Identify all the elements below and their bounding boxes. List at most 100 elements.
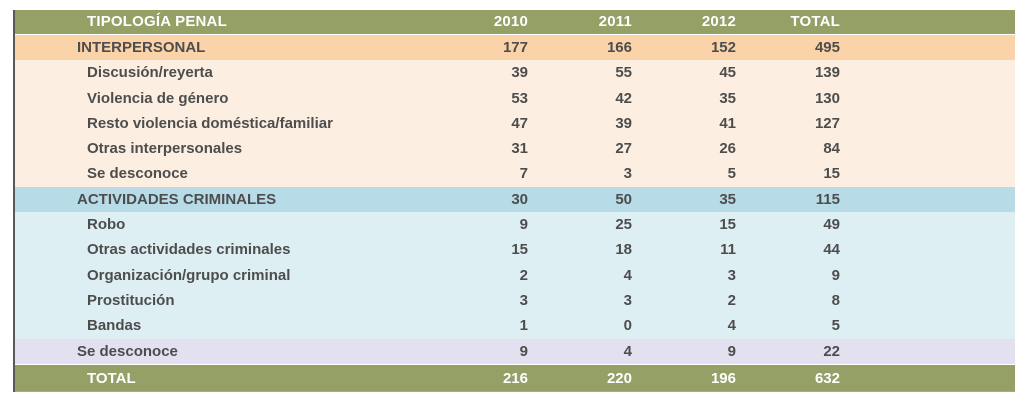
table-row: TOTAL 216 220 196 632: [14, 364, 1015, 392]
row-filler: [842, 34, 1015, 60]
cell-total: 9: [831, 266, 840, 284]
row-filler: [842, 365, 1015, 392]
cell-2010: 47: [511, 114, 528, 132]
cell-2012: 35: [719, 190, 736, 208]
cell-2012: 26: [719, 140, 736, 158]
cell-2012: 41: [719, 114, 736, 132]
cell-2011: 166: [606, 38, 632, 56]
row-label: Violencia de género: [87, 89, 229, 107]
cell-2011: 39: [615, 114, 632, 132]
column-header-tipologia-penal: TIPOLOGÍA PENAL: [87, 13, 227, 31]
row-label: ACTIVIDADES CRIMINALES: [77, 190, 277, 208]
cell-2012: 35: [719, 89, 736, 107]
row-filler: [842, 288, 1015, 313]
table-header-row: TIPOLOGÍA PENAL 2010 2011 2012 TOTAL: [14, 10, 1015, 34]
cell-2010: 31: [511, 140, 528, 158]
row-filler: [842, 136, 1015, 161]
table-row: Otras interpersonales 31 27 26 84: [14, 136, 1015, 162]
row-label: Bandas: [87, 317, 142, 335]
cell-2011: 27: [615, 140, 632, 158]
cell-total: 139: [814, 64, 840, 82]
header-filler: [842, 10, 1015, 34]
cell-2012: 5: [727, 165, 736, 183]
row-label: Resto violencia doméstica/familiar: [87, 114, 333, 132]
table-row: Bandas 1 0 4 5: [14, 313, 1015, 339]
row-label: Se desconoce: [77, 342, 178, 360]
row-label: Se desconoce: [87, 165, 188, 183]
cell-2011: 3: [623, 292, 632, 310]
cell-total: 5: [831, 317, 840, 335]
row-filler: [842, 187, 1015, 212]
row-filler: [842, 161, 1015, 186]
row-filler: [842, 85, 1015, 110]
row-label: Otras interpersonales: [87, 140, 243, 158]
cell-total: 84: [823, 140, 840, 158]
table-row: Otras actividades criminales 15 18 11 44: [14, 237, 1015, 263]
table-row: Violencia de género 53 42 35 130: [14, 85, 1015, 111]
cell-2010: 9: [519, 216, 528, 234]
table-row: Organización/grupo criminal 2 4 3 9: [14, 262, 1015, 288]
cell-total: 49: [823, 216, 840, 234]
row-label: Discusión/reyerta: [87, 64, 213, 82]
cell-2011: 220: [606, 369, 632, 387]
cell-2010: 15: [511, 241, 528, 259]
table-row: Resto violencia doméstica/familiar 47 39 41…: [14, 110, 1015, 136]
cell-2010: 53: [511, 89, 528, 107]
table-row: Se desconoce 9 4 9 22: [14, 338, 1015, 365]
cell-2010: 1: [519, 317, 528, 335]
cell-2010: 2: [519, 266, 528, 284]
cell-2012: 11: [720, 241, 736, 259]
cell-2012: 152: [710, 38, 736, 56]
row-label: Otras actividades criminales: [87, 241, 291, 259]
cell-2012: 45: [719, 64, 736, 82]
cell-total: 22: [823, 342, 840, 360]
cell-total: 127: [814, 114, 840, 132]
table-row: Discusión/reyerta 39 55 45 139: [14, 60, 1015, 86]
row-label: Robo: [87, 216, 126, 234]
cell-2010: 216: [502, 369, 528, 387]
row-filler: [842, 212, 1015, 237]
cell-2011: 55: [615, 64, 632, 82]
cell-2011: 50: [615, 190, 632, 208]
cell-2011: 42: [615, 89, 632, 107]
cell-2012: 196: [710, 369, 736, 387]
cell-2012: 4: [727, 317, 736, 335]
row-filler: [842, 60, 1015, 85]
table-row: INTERPERSONAL 177 166 152 495: [14, 34, 1015, 61]
cell-2012: 15: [719, 216, 736, 234]
cell-2012: 9: [727, 342, 736, 360]
crime-typology-table: TIPOLOGÍA PENAL 2010 2011 2012 TOTAL INT…: [13, 10, 1015, 392]
cell-2010: 3: [519, 292, 528, 310]
cell-2012: 3: [727, 266, 736, 284]
cell-2010: 9: [519, 342, 528, 360]
cell-2010: 39: [511, 64, 528, 82]
row-label: INTERPERSONAL: [77, 38, 206, 56]
cell-2011: 25: [615, 216, 632, 234]
cell-2011: 4: [623, 342, 632, 360]
row-label: TOTAL: [87, 369, 136, 387]
table-row: Prostitución 3 3 2 8: [14, 287, 1015, 314]
cell-total: 8: [831, 292, 840, 310]
cell-total: 632: [814, 369, 840, 387]
cell-2012: 2: [727, 292, 736, 310]
row-filler: [842, 263, 1015, 288]
column-header-total: TOTAL: [790, 13, 840, 31]
cell-total: 495: [814, 38, 840, 56]
column-header-2012: 2012: [701, 13, 736, 31]
table-body: INTERPERSONAL 177 166 152 495 Discusión/reyer…: [14, 34, 1015, 392]
cell-2011: 0: [623, 317, 632, 335]
table-row: Se desconoce 7 3 5 15: [14, 161, 1015, 187]
cell-2010: 30: [511, 190, 528, 208]
cell-2011: 4: [623, 266, 632, 284]
cell-total: 44: [823, 241, 840, 259]
cell-2011: 3: [623, 165, 632, 183]
row-filler: [842, 339, 1015, 365]
cell-2010: 7: [519, 165, 528, 183]
row-filler: [842, 237, 1015, 262]
cell-total: 115: [815, 190, 840, 208]
row-filler: [842, 313, 1015, 338]
cell-total: 15: [823, 165, 840, 183]
row-filler: [842, 111, 1015, 136]
row-label: Prostitución: [87, 292, 175, 310]
